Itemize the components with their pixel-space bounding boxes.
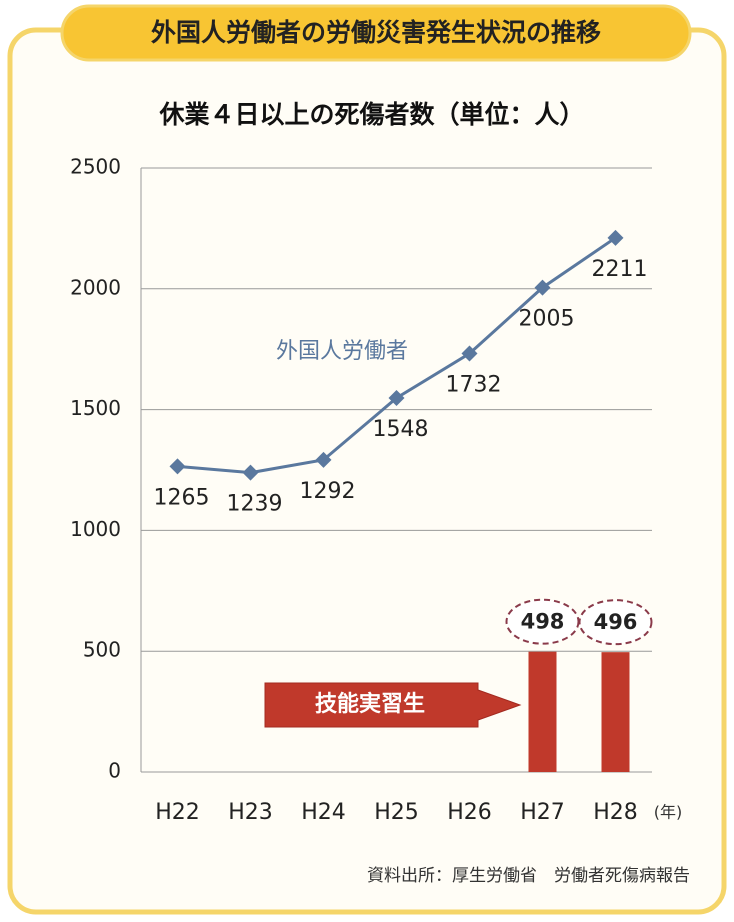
x-tick-label: H25: [374, 800, 419, 825]
bar: [528, 651, 557, 772]
x-tick-label: H23: [228, 800, 273, 825]
marker: [242, 464, 259, 481]
data-label: 1548: [373, 417, 429, 442]
label-ring: [578, 599, 653, 646]
x-unit: (年): [654, 803, 683, 822]
marker: [388, 390, 405, 407]
x-tick-label: H27: [520, 800, 565, 825]
x-tick-label: H26: [447, 800, 492, 825]
y-tick-label: 2500: [70, 155, 121, 179]
label-ring: [505, 598, 580, 645]
y-tick-label: 2000: [70, 275, 121, 299]
chart-subtitle: 休業４日以上の死傷者数（単位：人）: [158, 100, 584, 129]
chart-title: 外国人労働者の労働災害発生状況の推移: [151, 18, 601, 47]
data-label: 2005: [519, 307, 575, 332]
y-tick-label: 500: [83, 638, 121, 662]
marker: [461, 345, 478, 362]
source-note: 資料出所：厚生労働省 労働者死傷病報告: [367, 866, 690, 886]
data-label: 496: [594, 610, 638, 634]
data-label: 2211: [592, 257, 648, 282]
data-label: 1292: [300, 479, 356, 504]
data-label: 498: [521, 610, 565, 634]
marker: [534, 279, 551, 296]
y-tick-label: 1500: [70, 396, 121, 420]
legend-arrow: [264, 682, 522, 728]
marker: [607, 229, 624, 246]
marker: [169, 458, 186, 475]
data-label: 1239: [227, 492, 283, 517]
x-tick-label: H24: [301, 800, 346, 825]
y-tick-label: 1000: [70, 517, 121, 541]
title-banner: [60, 4, 692, 62]
y-tick-label: 0: [108, 759, 121, 783]
bar: [601, 652, 630, 772]
data-label: 1732: [446, 373, 502, 398]
x-tick-label: H28: [593, 800, 638, 825]
marker: [315, 451, 332, 468]
legend-label: 外国人労働者: [276, 339, 408, 364]
data-label: 1265: [154, 485, 210, 510]
legend-label: 技能実習生: [315, 691, 425, 717]
x-tick-label: H22: [155, 800, 200, 825]
